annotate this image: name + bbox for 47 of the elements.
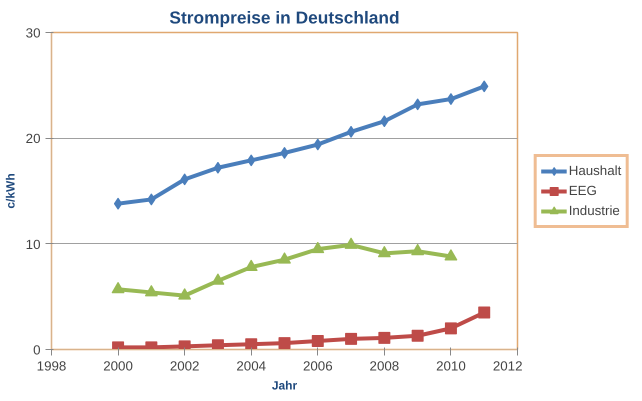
point [114, 198, 122, 210]
x-axis-title: Jahr [272, 378, 298, 392]
y-tick-label: 30 [26, 26, 41, 40]
point [278, 252, 291, 264]
point [112, 282, 125, 294]
x-tick-label: 2008 [370, 358, 400, 374]
legend-label: Industrie [568, 203, 620, 218]
x-tick-label: 2012 [492, 358, 523, 374]
y-tick-label: 10 [26, 236, 41, 252]
x-tick-label: 1998 [36, 358, 66, 374]
point [214, 162, 222, 174]
point [345, 332, 358, 345]
point [346, 126, 356, 138]
legend-label: EEG [568, 183, 597, 198]
point [211, 273, 224, 285]
point [147, 193, 156, 206]
x-tick-label: 2002 [170, 358, 200, 374]
legend-label: Haushalt [568, 163, 622, 178]
x-tick-label: 2006 [302, 358, 333, 374]
point [380, 115, 389, 128]
point [144, 285, 158, 296]
point [478, 306, 490, 319]
point [280, 146, 289, 159]
point [413, 98, 422, 110]
point [344, 237, 358, 249]
y-tick-label: 20 [26, 131, 41, 146]
point [378, 246, 391, 258]
point [212, 339, 224, 350]
point [278, 337, 290, 350]
y-axis-title: c/kWh [4, 173, 18, 209]
point [411, 244, 424, 256]
point [311, 242, 324, 254]
point [178, 288, 192, 300]
point [244, 260, 258, 272]
x-tick-label: 2000 [103, 358, 133, 374]
point [444, 322, 457, 334]
x-tick-label: 2004 [236, 358, 267, 374]
y-tick-label: 0 [33, 342, 41, 358]
x-tick-label: 2010 [436, 358, 466, 374]
point [245, 338, 258, 350]
point [446, 93, 456, 106]
point [412, 330, 424, 342]
point [312, 335, 324, 348]
chart-title: Strompreise in Deutschland [169, 8, 400, 28]
point [444, 249, 458, 260]
point [180, 173, 189, 186]
point [378, 332, 390, 344]
